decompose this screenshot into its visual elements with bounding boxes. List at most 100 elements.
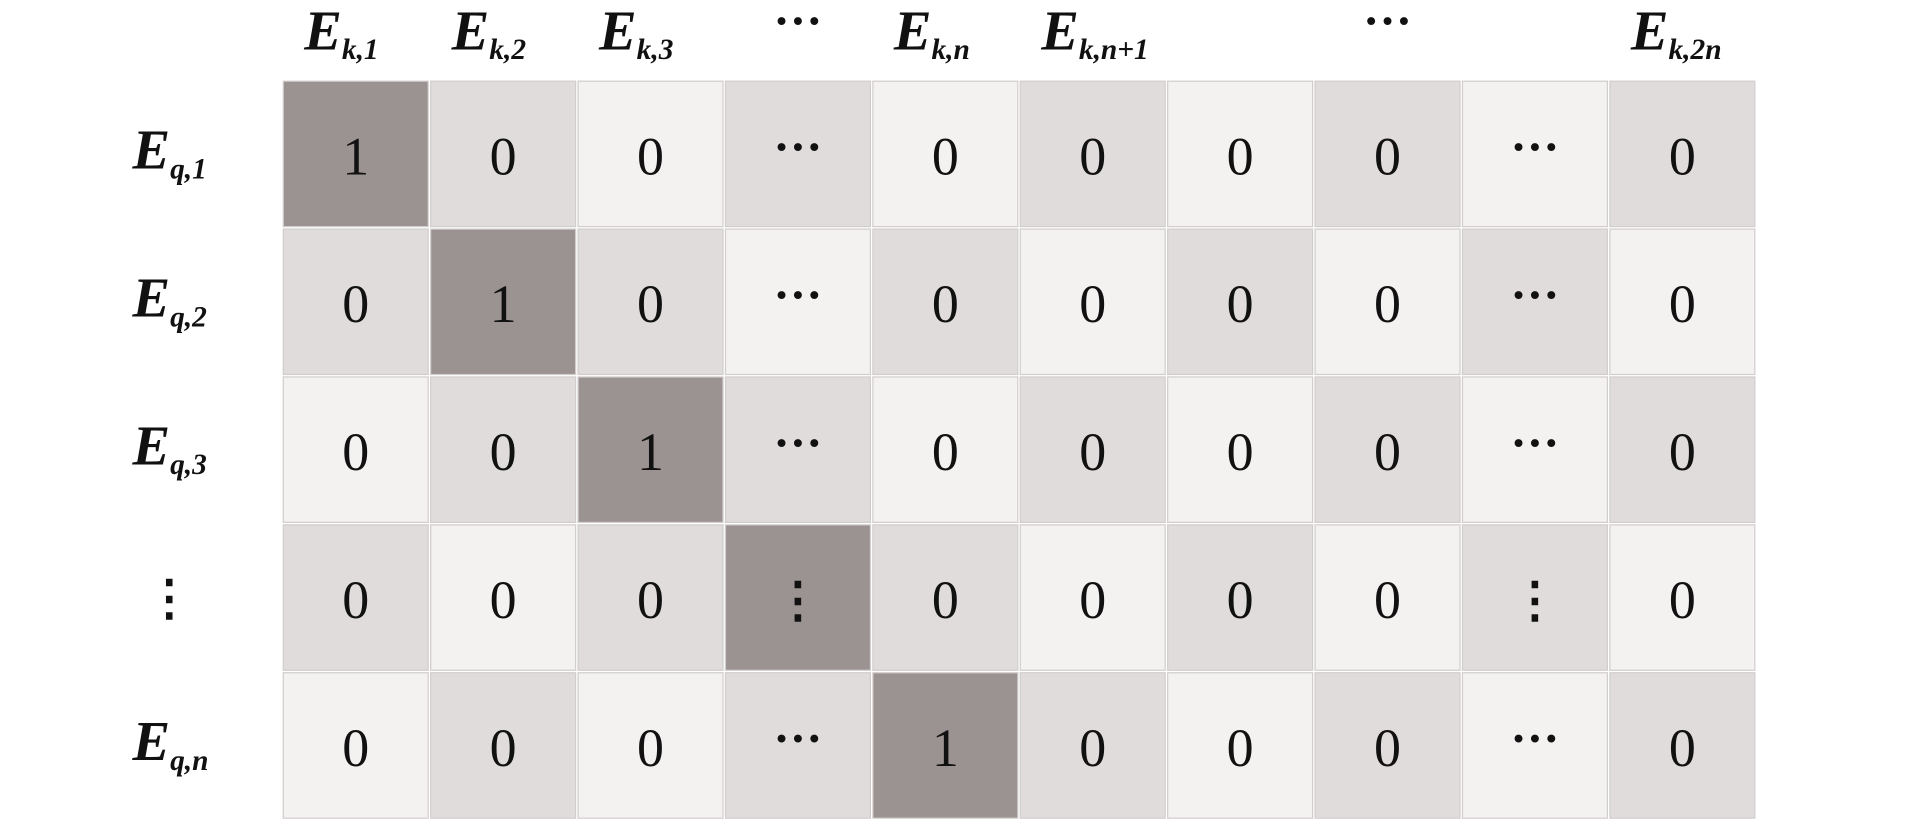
matrix-cell bbox=[872, 672, 1019, 819]
cell-value: 0 bbox=[932, 570, 959, 630]
cell-value: 0 bbox=[1374, 422, 1401, 482]
header-text: ⋮ bbox=[145, 571, 194, 626]
cell-value: 0 bbox=[490, 718, 517, 778]
matrix-cell bbox=[1019, 672, 1166, 819]
cell-value: 0 bbox=[1669, 126, 1696, 186]
cell-value: 0 bbox=[1374, 718, 1401, 778]
matrix-cell bbox=[724, 228, 872, 376]
cell-value: ··· bbox=[773, 711, 822, 766]
cell-value: ⋮ bbox=[773, 573, 822, 628]
matrix-cell bbox=[1314, 376, 1461, 524]
cell-value: 0 bbox=[1374, 126, 1401, 186]
matrix-cell bbox=[1019, 376, 1166, 524]
header-sub: k,n+1 bbox=[1079, 34, 1149, 66]
cell-value: 0 bbox=[1669, 718, 1696, 778]
matrix-cell bbox=[282, 672, 429, 819]
cell-value: 0 bbox=[1079, 570, 1106, 630]
header-text: ··· bbox=[773, 0, 822, 48]
header-label: Ek,2 bbox=[451, 0, 527, 66]
matrix-cell bbox=[1167, 672, 1314, 819]
matrix-cell bbox=[577, 228, 724, 376]
cell-value: 0 bbox=[1669, 274, 1696, 334]
header-main: E bbox=[131, 711, 170, 773]
matrix-cell bbox=[577, 376, 724, 524]
header-sub: q,2 bbox=[170, 301, 207, 333]
cell-value: 0 bbox=[1227, 126, 1254, 186]
header-text: ··· bbox=[1363, 0, 1412, 48]
matrix-cell bbox=[1461, 228, 1609, 376]
header-label: Ek,n+1 bbox=[1040, 0, 1149, 66]
cell-value: 1 bbox=[490, 274, 517, 334]
matrix-cell bbox=[724, 524, 872, 671]
matrix-cell bbox=[430, 524, 577, 671]
cell-value: 0 bbox=[1079, 422, 1106, 482]
matrix-cell bbox=[1461, 376, 1609, 524]
cell-value: 0 bbox=[1374, 274, 1401, 334]
matrix-cell bbox=[872, 80, 1019, 228]
cell-value: 0 bbox=[342, 718, 369, 778]
matrix-cell bbox=[1609, 376, 1756, 524]
header-main: E bbox=[131, 268, 170, 330]
header-label: ··· bbox=[773, 0, 822, 48]
matrix-cell bbox=[724, 376, 872, 524]
matrix-cell bbox=[577, 524, 724, 671]
matrix-cell bbox=[1609, 80, 1756, 228]
matrix-cell bbox=[1019, 228, 1166, 376]
header-label: Ek,3 bbox=[598, 0, 673, 66]
matrix-cell bbox=[724, 672, 872, 819]
matrix-cell bbox=[1609, 524, 1756, 671]
cell-value: ··· bbox=[1510, 119, 1559, 174]
header-sub: k,n bbox=[931, 34, 969, 66]
cell-value: 0 bbox=[932, 422, 959, 482]
header-sub: k,1 bbox=[342, 34, 379, 66]
cell-value: 0 bbox=[1079, 126, 1106, 186]
matrix-cell bbox=[282, 228, 429, 376]
cell-value: ··· bbox=[1510, 711, 1559, 766]
cell-value: 0 bbox=[1227, 274, 1254, 334]
header-label: Ek,2n bbox=[1630, 0, 1722, 66]
cell-value: 0 bbox=[1227, 570, 1254, 630]
cell-value: 0 bbox=[1227, 718, 1254, 778]
matrix-cell bbox=[1314, 672, 1461, 819]
matrix-cell bbox=[1461, 80, 1609, 228]
matrix-cell bbox=[1461, 524, 1609, 671]
matrix-cell bbox=[577, 672, 724, 819]
matrix-labels: 1 0 0 ··· 0 0 0 0 ··· 0 0 1 0 ··· 0 0 0 0 ··· 0 0 0 1 ··· 0 0 0 0 ··… bbox=[131, 0, 1721, 778]
cell-value: 0 bbox=[1669, 570, 1696, 630]
matrix-cell bbox=[1609, 672, 1756, 819]
matrix-cell bbox=[1314, 228, 1461, 376]
cell-value: 0 bbox=[1374, 570, 1401, 630]
matrix-cell bbox=[430, 376, 577, 524]
header-main: E bbox=[131, 415, 170, 477]
matrix-cell bbox=[1609, 228, 1756, 376]
cell-value: ⋮ bbox=[1510, 573, 1559, 628]
cell-value: 0 bbox=[1079, 718, 1106, 778]
matrix-cell bbox=[1461, 672, 1609, 819]
cell-value: ··· bbox=[773, 415, 822, 470]
cell-value: 0 bbox=[637, 274, 664, 334]
matrix-cell bbox=[872, 524, 1019, 671]
header-sub: k,3 bbox=[637, 34, 674, 66]
cell-value: ··· bbox=[773, 267, 822, 322]
cell-value: 0 bbox=[637, 126, 664, 186]
matrix-cell bbox=[872, 376, 1019, 524]
matrix-cell bbox=[577, 80, 724, 228]
matrix-cell bbox=[1167, 80, 1314, 228]
matrix-cell bbox=[1167, 376, 1314, 524]
cell-value: 0 bbox=[342, 570, 369, 630]
cell-value: 0 bbox=[490, 422, 517, 482]
header-main: E bbox=[303, 0, 342, 62]
cell-value: 0 bbox=[637, 718, 664, 778]
cell-value: ··· bbox=[1510, 415, 1559, 470]
matrix-cell bbox=[1019, 524, 1166, 671]
cell-value: ··· bbox=[773, 119, 822, 174]
header-label: ⋮ bbox=[145, 571, 194, 626]
header-label: Ek,n bbox=[893, 0, 970, 66]
matrix-cell bbox=[430, 228, 577, 376]
cell-value: 0 bbox=[1079, 274, 1106, 334]
cell-value: 0 bbox=[1669, 422, 1696, 482]
cell-value: ··· bbox=[1510, 267, 1559, 322]
matrix-cell bbox=[872, 228, 1019, 376]
matrix-cell bbox=[724, 80, 872, 228]
